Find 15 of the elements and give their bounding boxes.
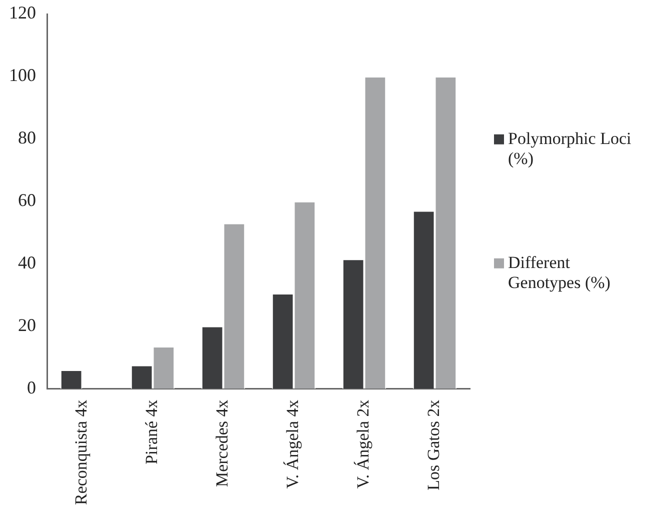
y-tick-label: 40 <box>18 252 36 273</box>
y-tick-label: 0 <box>27 377 36 398</box>
y-tick-label: 60 <box>18 190 36 210</box>
y-tick-label: 100 <box>9 65 36 86</box>
y-tick-label: 20 <box>18 314 36 335</box>
y-tick-label: 120 <box>9 2 36 23</box>
x-tick-label: Reconquista 4x <box>72 399 91 506</box>
x-tick-label: Pirané 4x <box>142 399 162 464</box>
y-tick-label: 80 <box>18 128 36 148</box>
x-tick-label: V. Ángela 2x <box>354 399 373 489</box>
legend-label: Polymorphic Loci (%) <box>508 128 632 168</box>
legend-label: Different Genotypes (%) <box>508 252 610 292</box>
x-tick-label: Mercedes 4x <box>212 399 232 488</box>
x-tick-label: V. Ángela 4x <box>283 399 302 489</box>
x-tick-label: Los Gatos 2x <box>424 399 444 490</box>
